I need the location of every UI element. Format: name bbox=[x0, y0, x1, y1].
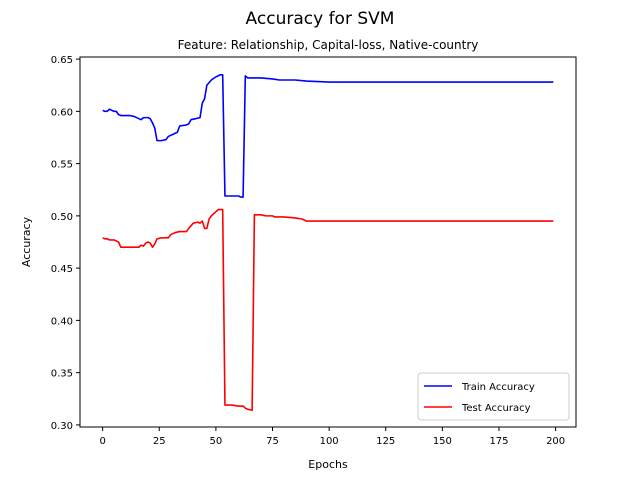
y-tick-label: 0.55 bbox=[51, 160, 73, 171]
x-tick-label: 50 bbox=[210, 436, 223, 447]
x-tick-label: 125 bbox=[376, 436, 395, 447]
x-tick-label: 200 bbox=[546, 436, 565, 447]
y-axis-label: Accuracy bbox=[20, 216, 33, 267]
series-lines bbox=[102, 73, 554, 412]
plot-frame bbox=[79, 56, 577, 428]
x-tick-label: 25 bbox=[153, 436, 166, 447]
x-tick-label: 75 bbox=[266, 436, 279, 447]
y-tick-label: 0.40 bbox=[51, 316, 73, 327]
x-tick-label: 175 bbox=[489, 436, 508, 447]
test-accuracy-line bbox=[102, 208, 554, 412]
y-tick-label: 0.60 bbox=[51, 107, 73, 118]
y-tick-label: 0.35 bbox=[51, 369, 73, 380]
legend-box bbox=[417, 372, 570, 421]
x-axis-label: Epochs bbox=[308, 458, 348, 471]
x-tick-label: 150 bbox=[433, 436, 452, 447]
legend: Train Accuracy Test Accuracy bbox=[417, 372, 570, 421]
chart-title: Accuracy for SVM bbox=[246, 9, 395, 29]
axis-ticks: 0 25 50 75 100 125 150 175 200 0.30 0.35 0.40 0.45 0.… bbox=[51, 55, 565, 447]
chart-subtitle: Feature: Relationship, Capital-loss, Nat… bbox=[178, 38, 479, 52]
train-accuracy-line bbox=[102, 73, 554, 198]
legend-label-train: Train Accuracy bbox=[461, 382, 535, 393]
y-tick-label: 0.45 bbox=[51, 264, 73, 275]
legend-label-test: Test Accuracy bbox=[461, 403, 531, 414]
y-tick-label: 0.50 bbox=[51, 212, 73, 223]
y-tick-label: 0.65 bbox=[51, 55, 73, 66]
y-tick-label: 0.30 bbox=[51, 421, 73, 432]
x-tick-label: 100 bbox=[320, 436, 339, 447]
x-tick-label: 0 bbox=[99, 436, 105, 447]
